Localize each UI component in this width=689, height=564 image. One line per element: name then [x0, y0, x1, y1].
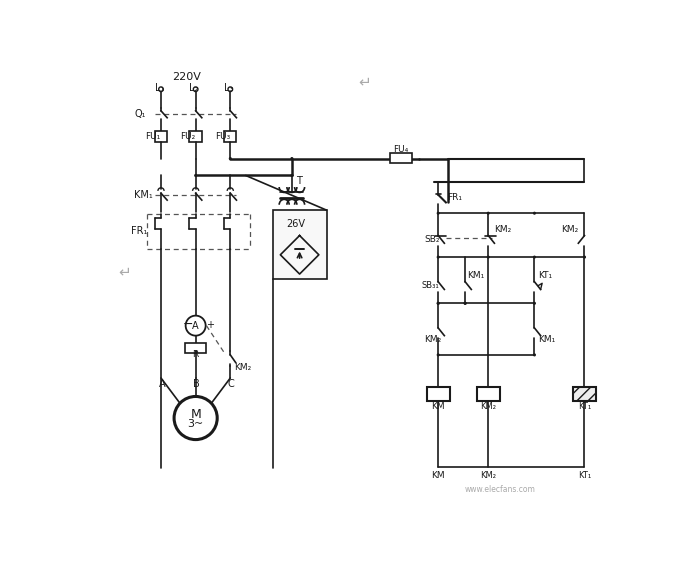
Text: KM₁: KM₁ [538, 335, 555, 344]
Circle shape [290, 174, 294, 177]
Bar [224, 131, 236, 142]
Text: KM₂: KM₂ [234, 363, 251, 372]
Text: A: A [158, 379, 165, 389]
Text: 3~: 3~ [187, 419, 204, 429]
Text: KM₂: KM₂ [495, 225, 512, 234]
Circle shape [533, 354, 536, 356]
Circle shape [185, 316, 205, 336]
Circle shape [464, 302, 466, 305]
Text: SB₂: SB₂ [424, 235, 440, 244]
Text: 220V: 220V [172, 72, 201, 82]
Circle shape [437, 212, 440, 215]
Circle shape [437, 354, 440, 356]
Text: +: + [207, 320, 214, 330]
Text: FR₁: FR₁ [131, 226, 147, 236]
Bar [426, 387, 450, 401]
Circle shape [583, 255, 586, 259]
Text: KT₁: KT₁ [578, 472, 591, 481]
Bar [189, 131, 202, 142]
Text: KM₂: KM₂ [480, 402, 496, 411]
Circle shape [194, 174, 197, 177]
Text: FU₁: FU₁ [145, 132, 161, 140]
Circle shape [290, 157, 294, 160]
Text: 26V: 26V [286, 219, 305, 229]
Bar [155, 131, 167, 142]
Text: B: B [194, 379, 200, 389]
Text: KT₁: KT₁ [578, 402, 591, 411]
Circle shape [228, 87, 233, 91]
Text: FU₃: FU₃ [215, 132, 230, 140]
Text: KM₂: KM₂ [480, 472, 496, 481]
Text: FR₁: FR₁ [447, 192, 462, 201]
Circle shape [533, 212, 536, 215]
Circle shape [194, 87, 198, 91]
Text: T: T [296, 176, 302, 186]
Text: KM₂: KM₂ [424, 335, 442, 344]
Text: L₂: L₂ [189, 83, 199, 94]
Text: KM₁: KM₁ [467, 271, 484, 280]
Text: SB₃₁: SB₃₁ [421, 281, 439, 290]
Circle shape [486, 212, 490, 215]
Bar [273, 210, 327, 279]
Bar [573, 387, 596, 401]
Circle shape [174, 396, 217, 439]
Text: ↵: ↵ [359, 74, 371, 89]
Text: C: C [228, 379, 235, 389]
Bar [477, 387, 500, 401]
Text: M: M [190, 408, 201, 421]
Text: KM: KM [431, 472, 445, 481]
Circle shape [437, 302, 440, 305]
Text: KT₁: KT₁ [538, 271, 553, 280]
Circle shape [464, 302, 466, 305]
Bar [391, 153, 412, 163]
Circle shape [486, 255, 490, 259]
Circle shape [158, 87, 163, 91]
Text: www.elecfans.com: www.elecfans.com [465, 485, 536, 494]
Text: L₃: L₃ [224, 83, 234, 94]
Text: FU₄: FU₄ [393, 145, 408, 154]
Text: R: R [192, 350, 198, 359]
Text: KM₁: KM₁ [134, 190, 153, 200]
Text: L₁: L₁ [155, 83, 164, 94]
Circle shape [533, 302, 536, 305]
Circle shape [229, 157, 232, 160]
Circle shape [437, 302, 440, 305]
Text: FU₂: FU₂ [181, 132, 196, 140]
Text: Q₁: Q₁ [134, 109, 145, 119]
Text: KM: KM [431, 402, 445, 411]
Circle shape [533, 255, 536, 259]
Bar [185, 343, 207, 354]
Text: A: A [192, 320, 199, 331]
Text: KM₂: KM₂ [562, 225, 579, 234]
Circle shape [437, 255, 440, 259]
Text: −: − [183, 318, 193, 332]
Text: ↵: ↵ [119, 264, 132, 279]
